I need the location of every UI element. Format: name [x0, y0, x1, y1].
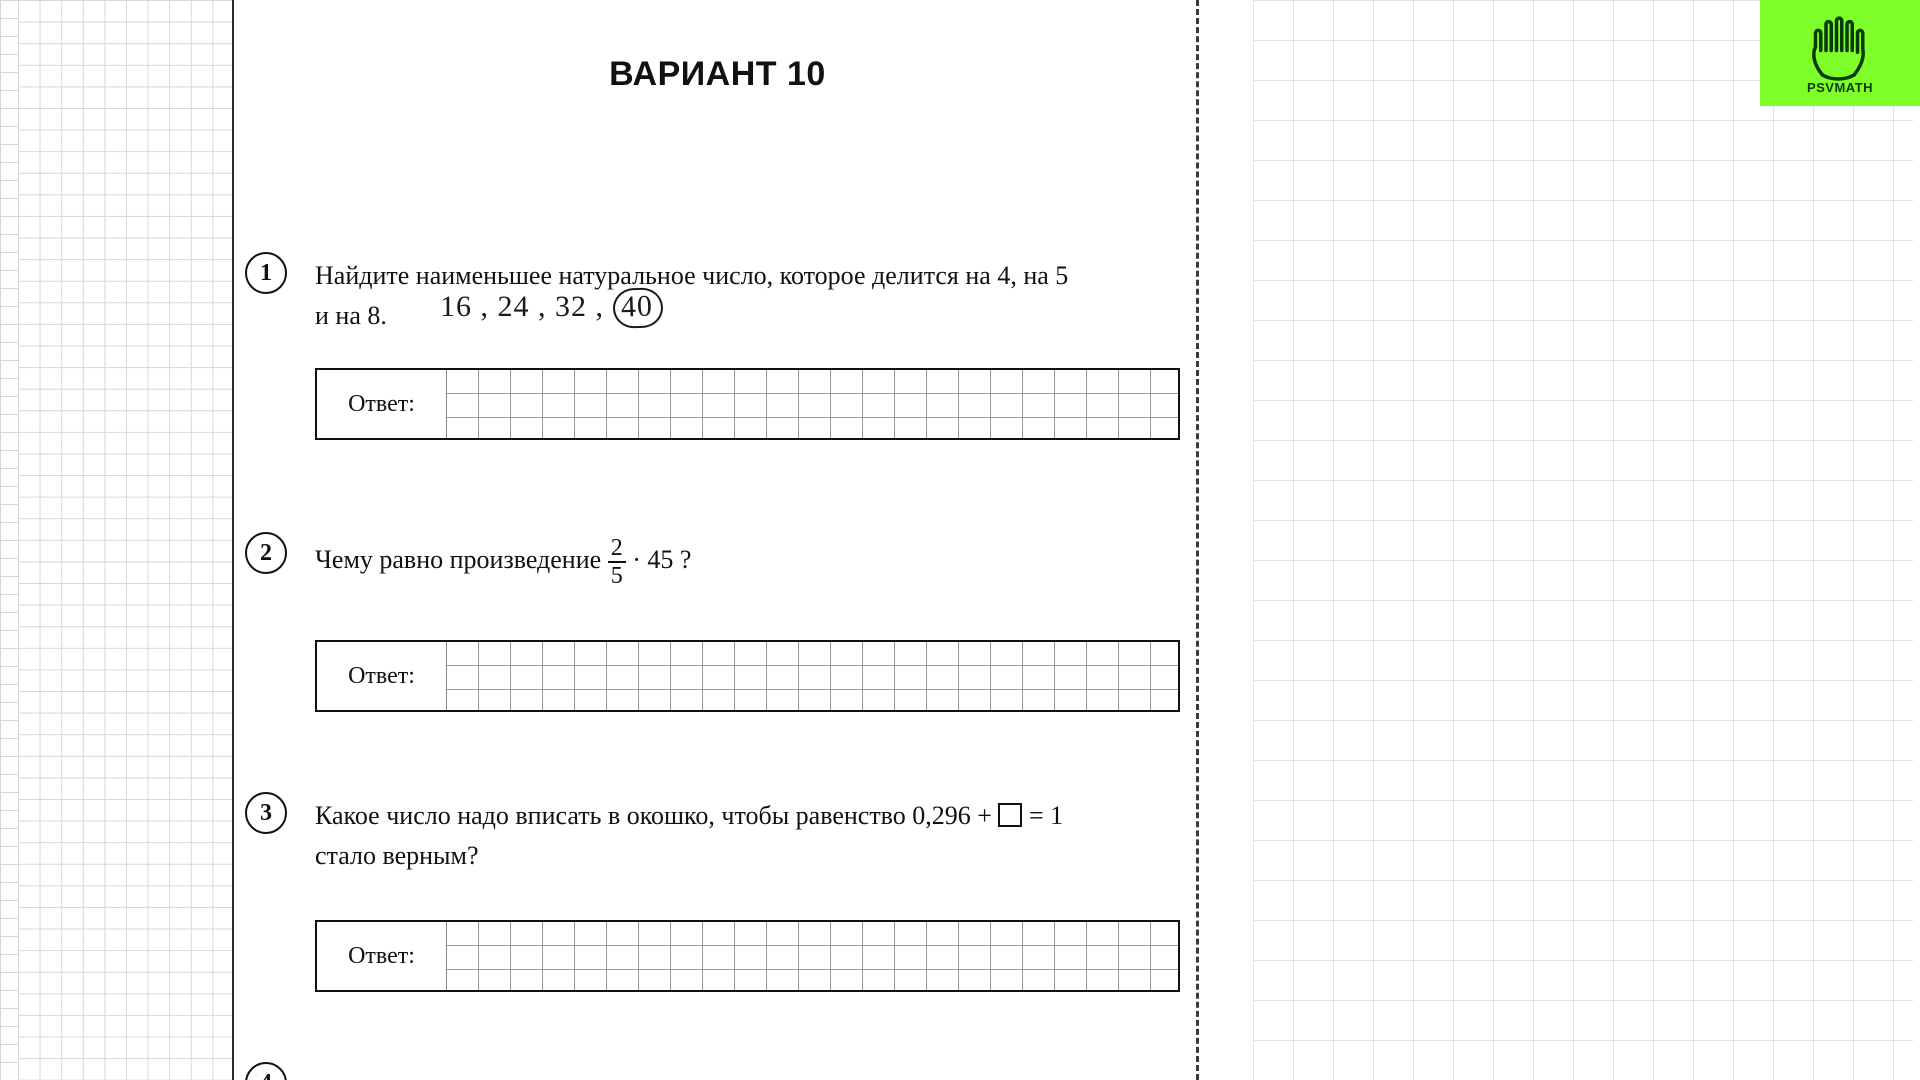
problem-line-2: и на 8. [315, 301, 387, 330]
problem-text: Чему равно произведение 2 5 · 45 ? [315, 536, 1180, 588]
worksheet-content: ВАРИАНТ 10 1 Найдите наименьшее натураль… [245, 0, 1190, 1080]
problem-number: 4 [245, 1062, 287, 1080]
answer-box: Ответ: [315, 920, 1180, 992]
answer-box: Ответ: [315, 368, 1180, 440]
worksheet-title: ВАРИАНТ 10 [245, 55, 1190, 94]
problem-text-a: Какое число надо вписать в окошко, чтобы… [315, 801, 998, 830]
grid-margin-left [18, 0, 234, 1080]
answer-grid[interactable] [447, 922, 1178, 990]
fraction-denominator: 5 [608, 563, 626, 588]
blank-box[interactable] [998, 803, 1022, 827]
grid-margin-far-left [0, 0, 18, 1080]
problem-text-a: Чему равно произведение [315, 545, 608, 574]
problem-number: 2 [245, 532, 287, 574]
answer-grid[interactable] [447, 642, 1178, 710]
problem-number: 3 [245, 792, 287, 834]
problem-text-b: · 45 ? [632, 545, 691, 574]
handwritten-work: 16 , 24 , 32 , 40 [440, 288, 663, 328]
problem-text-b: = 1 [1029, 801, 1063, 830]
problem-text: Какое число надо вписать в окошко, чтобы… [315, 796, 1180, 877]
problem-line-1: Найдите наименьшее натуральное число, ко… [315, 261, 1068, 290]
problem-number: 1 [245, 252, 287, 294]
logo-text: PSVMATH [1807, 80, 1873, 95]
fraction-numerator: 2 [608, 536, 626, 563]
fraction: 2 5 [608, 536, 626, 588]
answer-box: Ответ: [315, 640, 1180, 712]
hand-icon [1795, 12, 1885, 82]
handwritten-sequence: 16 , 24 , 32 , [440, 290, 604, 323]
channel-logo: PSVMATH [1760, 0, 1920, 106]
grid-right-panel [1253, 0, 1913, 1080]
answer-label: Ответ: [317, 922, 447, 990]
answer-label: Ответ: [317, 370, 447, 438]
dashed-divider [1196, 0, 1199, 1080]
handwritten-answer-circled: 40 [612, 287, 663, 329]
answer-label: Ответ: [317, 642, 447, 710]
problem-text-c: стало верным? [315, 841, 479, 870]
answer-grid[interactable] [447, 370, 1178, 438]
